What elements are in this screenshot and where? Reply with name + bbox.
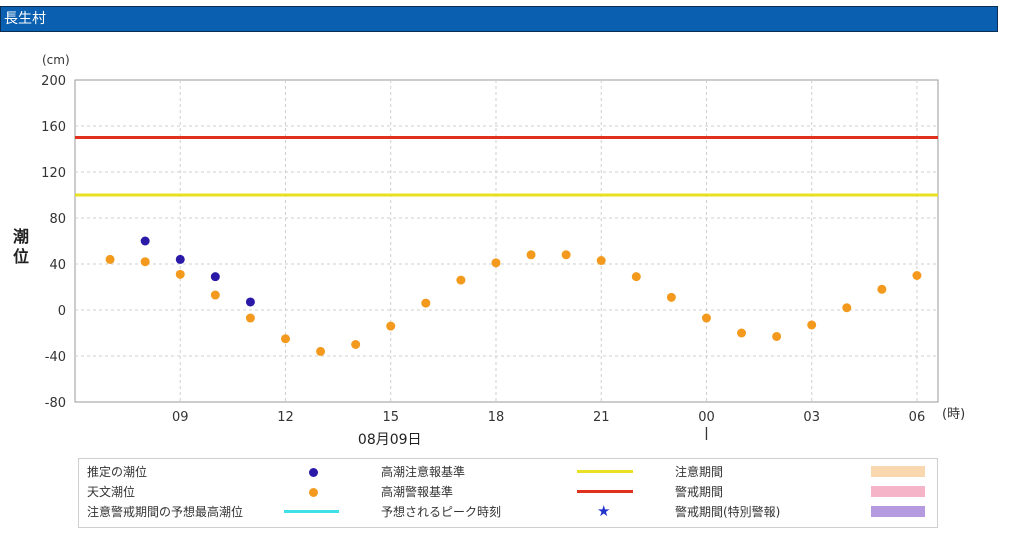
x-tick-label: 03 [803, 410, 820, 425]
legend-astronomical-marker [309, 488, 318, 497]
legend-advisory-period-label: 注意期間 [675, 465, 724, 479]
legend-peak-time-star-icon: ★ [597, 502, 611, 520]
data-point [842, 303, 852, 313]
data-point [877, 284, 887, 294]
y-tick-label: -80 [45, 396, 66, 411]
data-point [386, 321, 396, 331]
date-label: 08月09日 [358, 432, 422, 448]
data-point [140, 236, 150, 246]
legend-advisory-std-line [577, 470, 633, 473]
data-point [316, 346, 326, 356]
y-tick-label: 0 [58, 304, 66, 319]
data-point [105, 254, 115, 264]
tide-chart: -80 -40 0 40 80 120 160 200 09 12 15 18 21 00 03 06 (cm)… [13, 53, 965, 448]
y-axis-title-char: 潮 [13, 227, 29, 246]
legend-special-period-label: 警戒期間(特別警報) [675, 505, 781, 519]
x-tick-label: 18 [488, 410, 505, 425]
y-tick-label: 80 [49, 212, 66, 227]
data-point [175, 254, 185, 264]
y-unit-label: (cm) [42, 53, 70, 67]
data-point [561, 250, 571, 260]
data-point [666, 292, 676, 302]
y-tick-label: 40 [49, 258, 66, 273]
data-point [245, 313, 255, 323]
chart-legend: 推定の潮位 天文潮位 注意警戒期間の予想最高潮位 高潮注意報基準 高潮警報基準 … [78, 458, 938, 528]
x-tick-label: 06 [909, 410, 926, 425]
data-point [210, 290, 220, 300]
data-point [351, 340, 361, 349]
legend-warning-period-label: 警戒期間 [675, 485, 724, 499]
y-tick-label: -40 [45, 350, 66, 365]
data-point [807, 320, 817, 330]
legend-estimated-marker [309, 468, 318, 477]
plot-frame [74, 79, 939, 403]
y-axis-title-char: 位 [13, 247, 29, 266]
data-point [210, 272, 220, 282]
legend-estimated-label: 推定の潮位 [87, 465, 148, 479]
data-point [140, 257, 150, 267]
legend-warning-std-label: 高潮警報基準 [381, 485, 454, 499]
data-point [175, 269, 185, 279]
data-point [912, 271, 922, 280]
data-point [631, 272, 641, 282]
x-tick-label: 12 [277, 410, 294, 425]
station-header: 長生村 [0, 6, 998, 32]
legend-peak-forecast-label: 注意警戒期間の予想最高潮位 [87, 505, 244, 519]
y-tick-label: 160 [41, 120, 66, 135]
legend-peak-time-label: 予想されるピーク時刻 [381, 505, 502, 519]
y-tick-label: 120 [41, 166, 66, 181]
legend-warning-period-swatch [871, 486, 925, 497]
legend-advisory-period-swatch [871, 466, 925, 477]
data-point [737, 328, 747, 338]
station-title: 長生村 [4, 11, 46, 27]
data-point [596, 256, 606, 266]
x-tick-label: 09 [172, 410, 189, 425]
data-point [772, 331, 782, 341]
legend-special-period-swatch [871, 506, 925, 517]
x-tick-label: 00 [698, 410, 715, 425]
x-tick-label: 15 [382, 410, 399, 425]
y-tick-label: 200 [41, 74, 66, 89]
data-point [491, 258, 501, 268]
data-point [456, 275, 466, 285]
data-point [526, 250, 536, 260]
data-point [280, 334, 290, 344]
legend-astronomical-label: 天文潮位 [87, 485, 136, 499]
x-tick-label: 21 [593, 410, 610, 425]
data-point [701, 313, 711, 323]
legend-warning-std-line [577, 490, 633, 493]
legend-peak-forecast-line [284, 510, 339, 513]
data-point [421, 298, 431, 308]
x-unit-label: (時) [942, 407, 965, 422]
legend-advisory-std-label: 高潮注意報基準 [381, 465, 466, 479]
data-point [245, 297, 255, 307]
